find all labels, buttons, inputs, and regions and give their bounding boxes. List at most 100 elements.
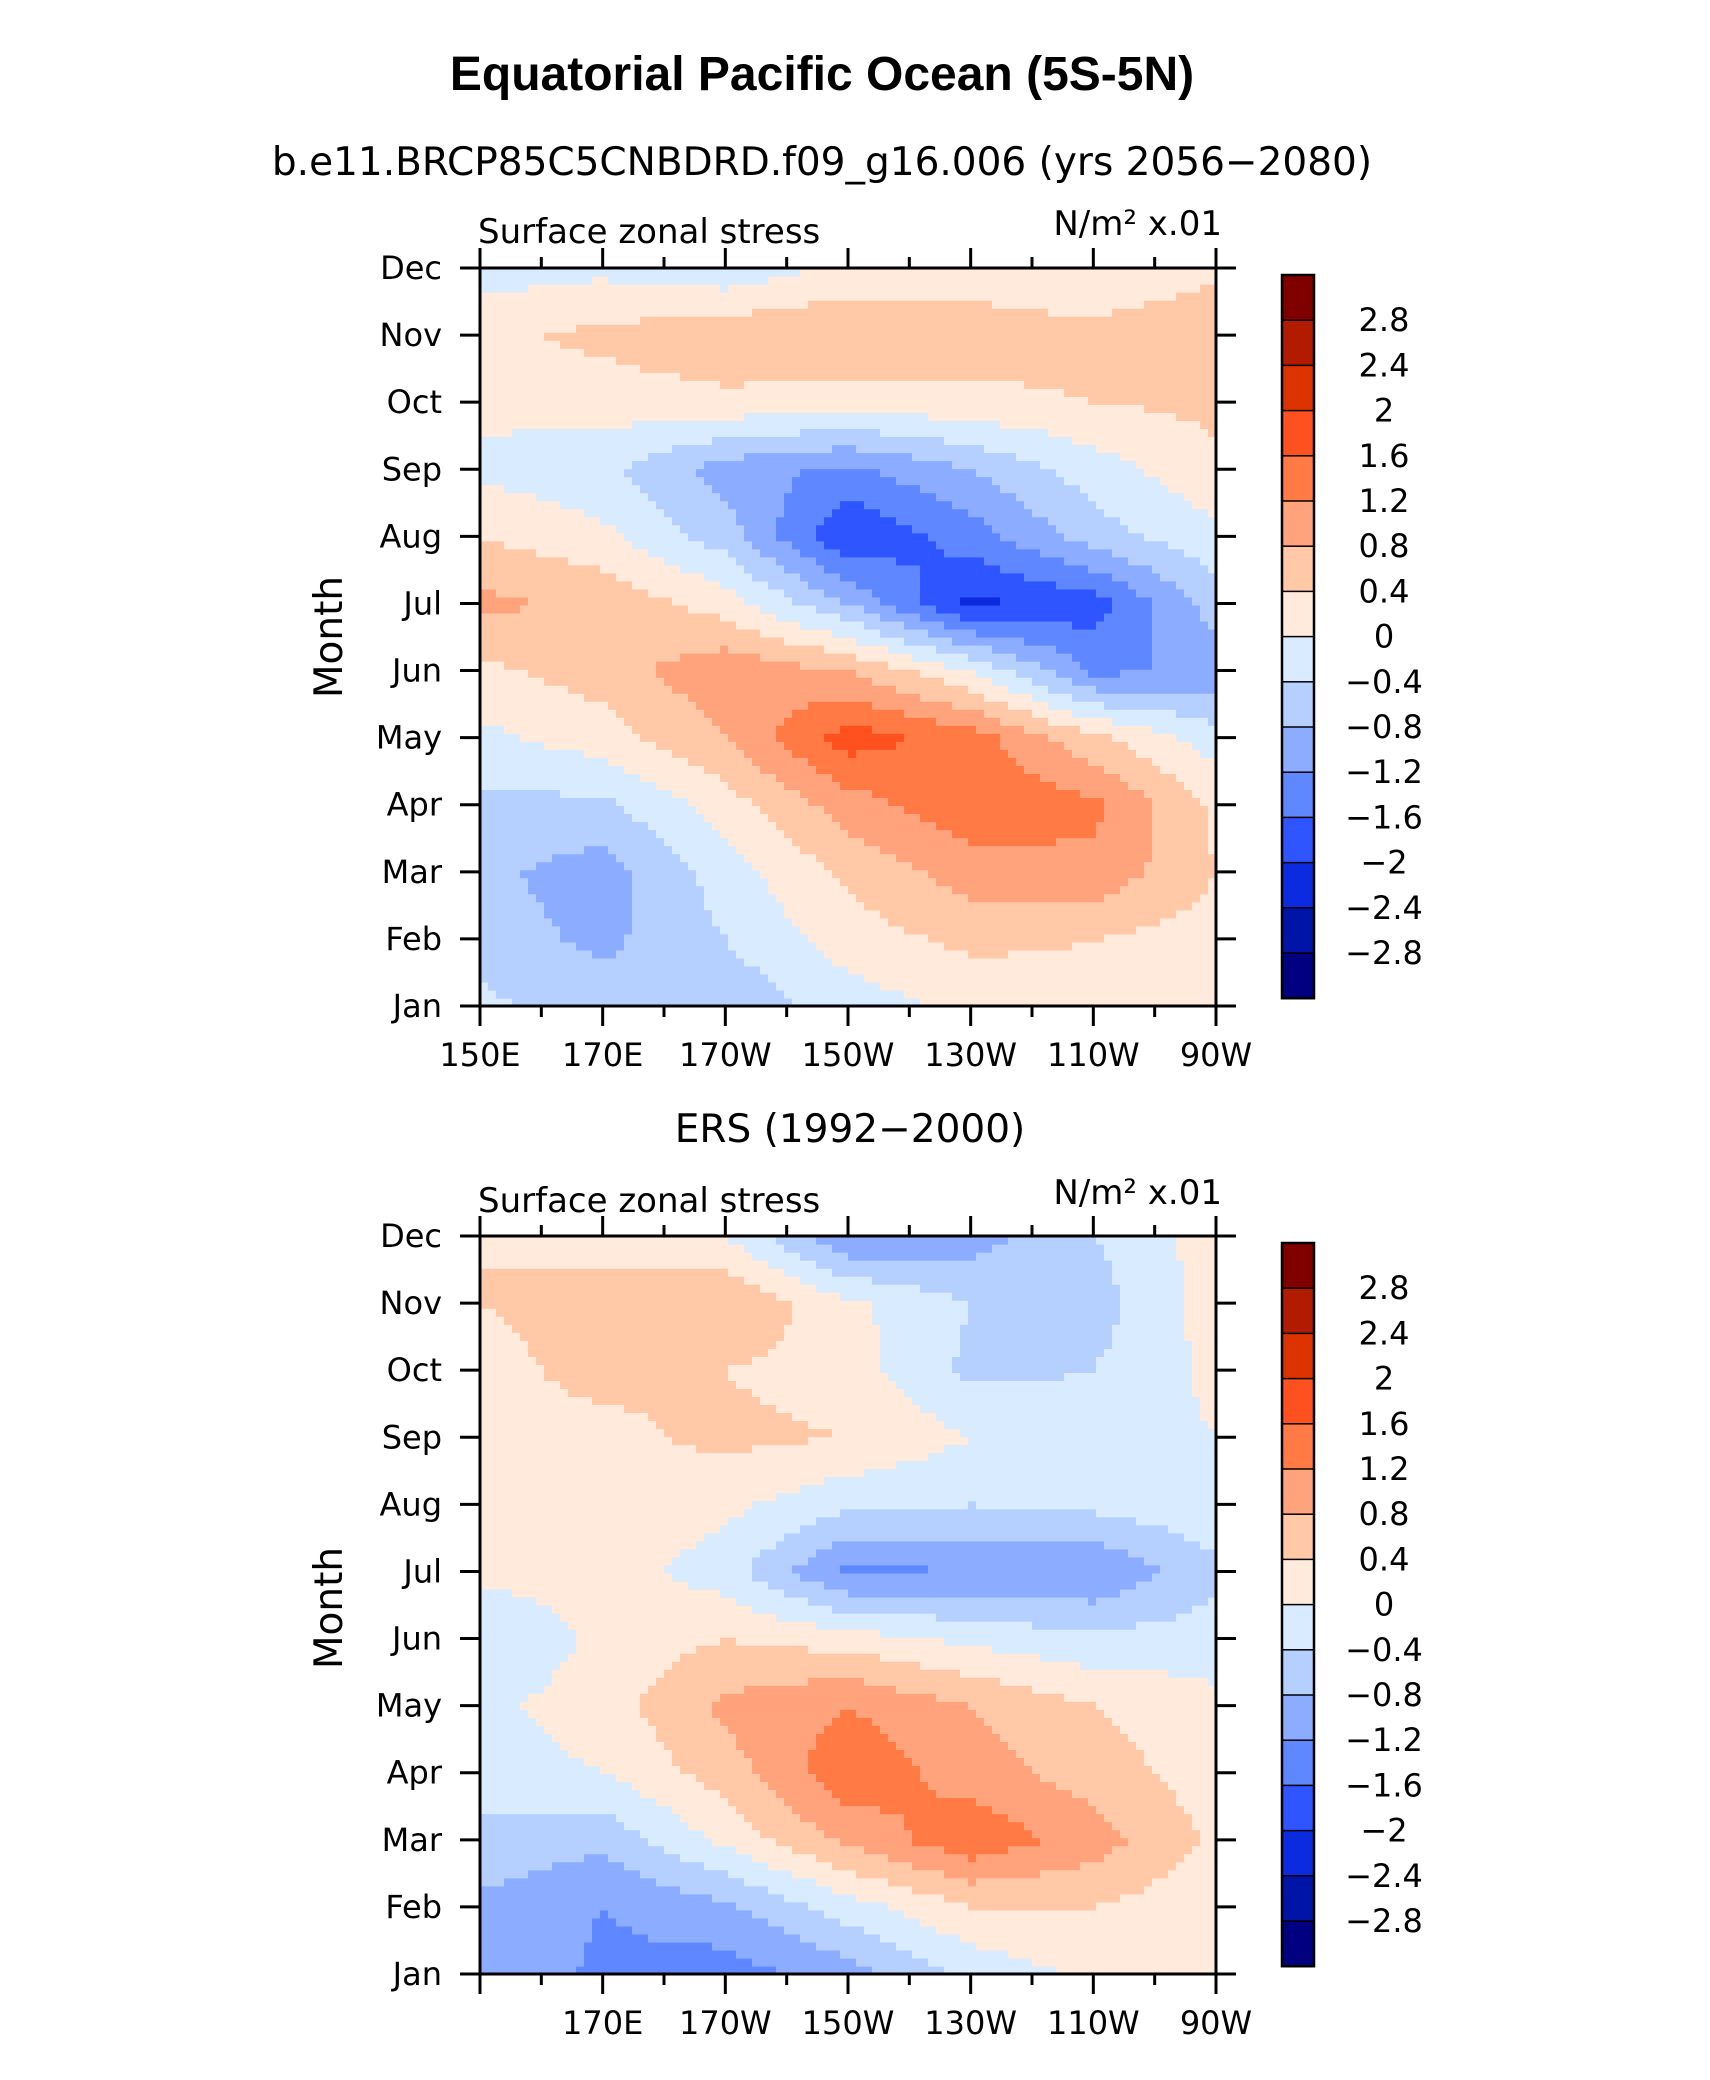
heatmap-cell <box>1096 925 1105 935</box>
heatmap-cell <box>888 701 897 710</box>
heatmap-cell <box>1064 805 1073 815</box>
heatmap-cell <box>1032 853 1041 863</box>
heatmap-cell <box>1000 877 1009 887</box>
heatmap-cell <box>960 885 969 895</box>
heatmap-cell <box>1048 749 1057 758</box>
heatmap-cell <box>1200 693 1209 702</box>
heatmap-cell <box>976 981 985 991</box>
heatmap-cell <box>872 685 881 694</box>
heatmap-cell <box>768 797 777 807</box>
heatmap-cell <box>712 637 721 646</box>
heatmap-cell <box>920 885 929 895</box>
heatmap-cell <box>1104 861 1113 871</box>
heatmap-cell <box>1088 669 1097 678</box>
heatmap-cell <box>1136 749 1145 758</box>
heatmap-cell <box>536 572 545 582</box>
heatmap-cell <box>1072 957 1081 967</box>
heatmap-cell <box>776 612 785 622</box>
heatmap-cell <box>1128 813 1137 823</box>
heatmap-cell <box>872 628 881 638</box>
heatmap-cell <box>1048 925 1057 935</box>
heatmap-cell <box>968 973 977 983</box>
heatmap-cell <box>1016 805 1025 815</box>
heatmap-cell <box>992 653 1001 662</box>
heatmap-cell <box>928 965 937 975</box>
heatmap-cell <box>1136 596 1145 606</box>
heatmap-cell <box>640 645 649 654</box>
heatmap-cell <box>1064 685 1073 694</box>
heatmap-cell <box>560 957 569 967</box>
heatmap-cell <box>952 685 961 694</box>
heatmap-cell <box>832 965 841 975</box>
heatmap-cell <box>832 701 841 710</box>
heatmap-cell <box>584 733 593 742</box>
heatmap-cell <box>768 965 777 975</box>
heatmap-cell <box>760 885 769 895</box>
heatmap-cell <box>536 949 545 959</box>
heatmap-cell <box>1016 981 1025 991</box>
heatmap-cell <box>984 821 993 831</box>
heatmap-cell <box>1104 733 1113 742</box>
heatmap-cell <box>912 925 921 935</box>
heatmap-cell <box>1144 628 1153 638</box>
heatmap-cell <box>832 757 841 766</box>
heatmap-cell <box>1056 637 1065 646</box>
heatmap-cell <box>1088 893 1097 903</box>
heatmap-cell <box>568 637 577 646</box>
heatmap-cell <box>1104 596 1113 606</box>
heatmap-cell <box>1136 853 1145 863</box>
heatmap-cell <box>936 861 945 871</box>
heatmap-cell <box>776 805 785 815</box>
heatmap-cell <box>1200 588 1209 598</box>
heatmap-cell <box>840 669 849 678</box>
heatmap-cell <box>704 717 713 726</box>
heatmap-cell <box>720 757 729 766</box>
heatmap-cell <box>960 612 969 622</box>
heatmap-cell <box>1072 973 1081 983</box>
heatmap-cell <box>736 853 745 863</box>
heatmap-cell <box>1008 765 1017 774</box>
heatmap-cell <box>1128 829 1137 839</box>
heatmap-cell <box>1016 949 1025 959</box>
heatmap-cell <box>1136 693 1145 702</box>
heatmap-cell <box>1128 580 1137 590</box>
heatmap-cell <box>1208 725 1217 734</box>
heatmap-cell <box>776 789 785 799</box>
heatmap-cell <box>880 685 889 694</box>
heatmap-cell <box>848 645 857 654</box>
heatmap-cell <box>584 933 593 943</box>
heatmap-cell <box>1208 973 1217 983</box>
heatmap-cell <box>952 917 961 927</box>
heatmap-cell <box>496 813 505 823</box>
heatmap-cell <box>928 741 937 750</box>
heatmap-cell <box>504 829 513 839</box>
heatmap-cell <box>720 805 729 815</box>
heatmap-cell <box>1104 933 1113 943</box>
heatmap-cell <box>824 805 833 815</box>
heatmap-cell <box>960 861 969 871</box>
heatmap-cell <box>736 773 745 782</box>
heatmap-cell <box>1144 781 1153 791</box>
heatmap-cell <box>640 813 649 823</box>
heatmap-cell <box>760 781 769 791</box>
heatmap-cell <box>848 781 857 791</box>
heatmap-cell <box>544 853 553 863</box>
heatmap-cell <box>1136 941 1145 951</box>
heatmap-cell <box>1120 580 1129 590</box>
heatmap-cell <box>1000 596 1009 606</box>
heatmap-cell <box>952 580 961 590</box>
heatmap-cell <box>504 885 513 895</box>
heatmap-cell <box>1112 845 1121 855</box>
heatmap-cell <box>840 749 849 758</box>
heatmap-cell <box>592 789 601 799</box>
heatmap-cell <box>1056 572 1065 582</box>
heatmap-cell <box>1024 749 1033 758</box>
heatmap-cell <box>664 765 673 774</box>
heatmap-cell <box>1184 997 1193 1007</box>
heatmap-cell <box>776 596 785 606</box>
heatmap-cell <box>1040 757 1049 766</box>
heatmap-cell <box>824 572 833 582</box>
heatmap-cell <box>616 733 625 742</box>
heatmap-cell <box>960 925 969 935</box>
heatmap-cell <box>648 965 657 975</box>
